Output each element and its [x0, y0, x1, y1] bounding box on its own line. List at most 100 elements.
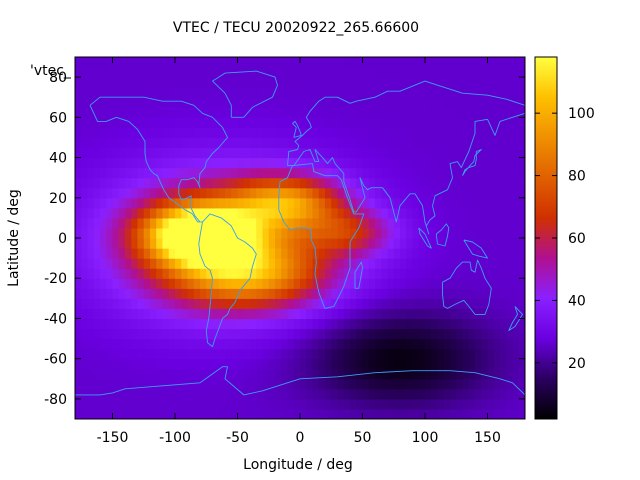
heatmap-cell [75, 67, 82, 78]
heatmap-cell [375, 398, 382, 410]
heatmap-cell [150, 87, 157, 98]
heatmap-cell [481, 127, 489, 139]
heatmap-cell [518, 207, 525, 219]
heatmap-cell [431, 197, 439, 209]
heatmap-cell [487, 107, 495, 118]
heatmap-cell [387, 318, 395, 330]
heatmap-cell [87, 398, 95, 410]
heatmap-cell [256, 97, 264, 108]
heatmap-cell [237, 388, 245, 400]
heatmap-cell [412, 358, 420, 370]
heatmap-cell [100, 238, 107, 249]
heatmap-cell [437, 97, 445, 108]
heatmap-cell [93, 248, 101, 259]
heatmap-cell [406, 248, 414, 259]
heatmap-cell [443, 318, 451, 330]
heatmap-cell [331, 187, 339, 199]
heatmap-cell [500, 388, 507, 400]
heatmap-cell [137, 248, 145, 259]
heatmap-cell [250, 137, 257, 149]
heatmap-cell [143, 57, 151, 68]
heatmap-cell [343, 258, 351, 269]
heatmap-cell [218, 147, 226, 159]
heatmap-cell [393, 187, 401, 199]
heatmap-cell [287, 167, 295, 179]
heatmap-cell [325, 177, 332, 189]
heatmap-cell [268, 278, 276, 289]
heatmap-cell [343, 87, 351, 98]
heatmap-cell [487, 167, 495, 179]
heatmap-cell [518, 388, 525, 400]
heatmap-cell [462, 308, 470, 320]
heatmap-cell [250, 348, 257, 360]
heatmap-cell [437, 207, 445, 219]
heatmap-cell [406, 207, 414, 219]
heatmap-cell [506, 97, 514, 108]
heatmap-cell [187, 388, 195, 400]
heatmap-cell [437, 248, 445, 259]
heatmap-cell [287, 157, 295, 169]
heatmap-cell [125, 318, 132, 330]
heatmap-cell [75, 398, 82, 410]
heatmap-cell [331, 77, 339, 88]
heatmap-cell [343, 97, 351, 108]
heatmap-cell [406, 57, 414, 68]
heatmap-cell [300, 127, 307, 139]
heatmap-cell [418, 318, 426, 330]
heatmap-cell [306, 258, 314, 269]
heatmap-cell [362, 187, 370, 199]
heatmap-cell [168, 268, 176, 279]
heatmap-cell [437, 378, 445, 390]
heatmap-cell [137, 87, 145, 98]
heatmap-cell [131, 77, 139, 88]
x-axis: -150 -100 -50 0 50 100 150 [97, 57, 501, 446]
heatmap-cell [175, 227, 182, 239]
heatmap-cell [450, 308, 457, 320]
heatmap-cell [162, 328, 170, 340]
heatmap-cell [381, 348, 389, 360]
heatmap-cell [381, 97, 389, 108]
heatmap-cell [325, 288, 332, 299]
heatmap-cell [81, 408, 89, 419]
heatmap-cell [418, 157, 426, 169]
heatmap-cell [506, 408, 514, 419]
heatmap-cell [87, 278, 95, 289]
heatmap-cell [200, 358, 207, 370]
heatmap-cell [262, 227, 270, 239]
heatmap-cell [181, 278, 189, 289]
heatmap-cell [337, 398, 345, 410]
heatmap-cell [281, 388, 289, 400]
heatmap-cell [100, 358, 107, 370]
heatmap-cell [337, 368, 345, 380]
heatmap-cell [243, 278, 251, 289]
heatmap-cell [512, 227, 520, 239]
heatmap-cell [450, 238, 457, 249]
heatmap-cell [318, 278, 326, 289]
heatmap-cell [500, 127, 507, 139]
heatmap-cell [400, 398, 407, 410]
heatmap-cell [256, 197, 264, 209]
heatmap-cell [518, 137, 525, 149]
heatmap-cell [225, 177, 232, 189]
heatmap-cell [487, 408, 495, 419]
heatmap-cell [362, 167, 370, 179]
heatmap-cell [231, 248, 239, 259]
heatmap-cell [468, 77, 476, 88]
heatmap-cell [493, 338, 501, 350]
heatmap-cell [431, 187, 439, 199]
heatmap-cell [131, 197, 139, 209]
heatmap-cell [375, 197, 382, 209]
heatmap-cell [187, 328, 195, 340]
heatmap-cell [206, 328, 214, 340]
heatmap-cell [356, 147, 364, 159]
heatmap-cell [318, 238, 326, 249]
heatmap-cell [318, 197, 326, 209]
heatmap-cell [331, 328, 339, 340]
heatmap-cell [262, 67, 270, 78]
heatmap-cell [193, 97, 201, 108]
heatmap-cell [206, 177, 214, 189]
heatmap-cell [237, 57, 245, 68]
heatmap-cell [306, 248, 314, 259]
heatmap-cell [256, 157, 264, 169]
heatmap-cell [393, 288, 401, 299]
